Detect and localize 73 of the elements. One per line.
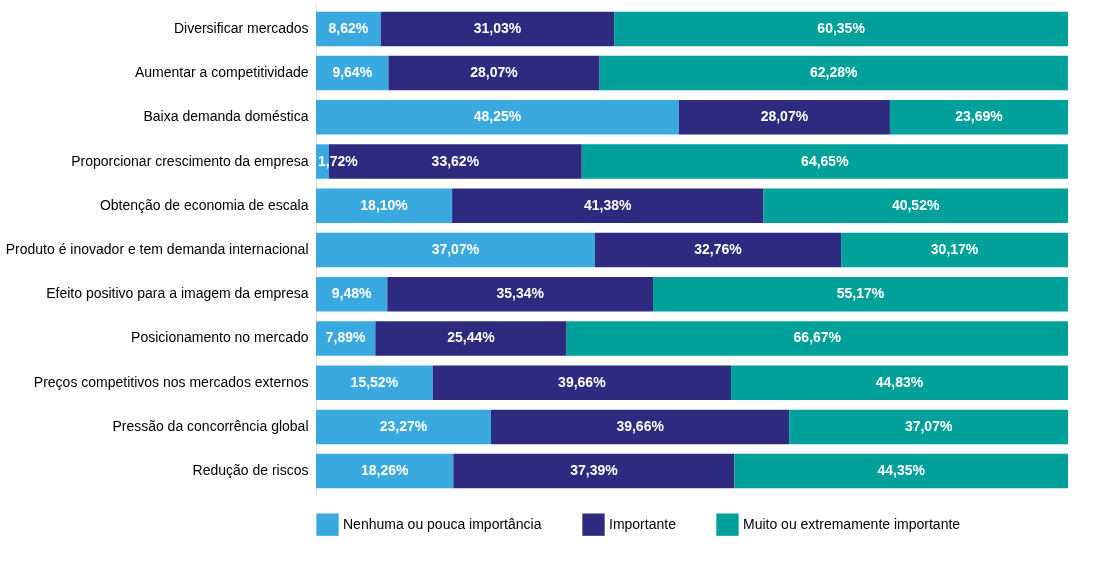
y-tick-label: Posicionamento no mercado <box>131 329 309 346</box>
data-label: 37,07% <box>904 417 953 434</box>
bar <box>490 409 790 445</box>
data-label: 33,62% <box>431 152 480 169</box>
legend-label: Importante <box>609 515 677 532</box>
bar <box>581 144 1068 179</box>
legend-label: Muito ou extremamente importante <box>743 515 961 532</box>
bar <box>432 365 731 400</box>
y-tick-label: Baixa demanda doméstica <box>143 108 309 125</box>
data-label: 30,17% <box>930 241 979 257</box>
bar <box>452 188 764 224</box>
bar <box>316 365 433 400</box>
bar <box>380 11 615 47</box>
data-label: 41,38% <box>583 196 632 213</box>
data-label: 23,27% <box>379 417 428 434</box>
bar <box>453 453 735 489</box>
bar <box>387 276 654 312</box>
bar <box>763 188 1068 224</box>
bar <box>730 365 1069 400</box>
bar <box>316 100 679 135</box>
data-label: 39,66% <box>558 373 607 390</box>
bar <box>316 409 491 445</box>
data-label: 9,64% <box>332 64 373 81</box>
y-tick-label: Aumentar a competitividade <box>134 64 309 81</box>
bar <box>653 276 1068 312</box>
data-label: 35,34% <box>496 285 545 302</box>
data-label: 8,62% <box>328 19 369 36</box>
bar <box>614 11 1068 47</box>
bar <box>594 232 842 268</box>
bar <box>388 55 600 91</box>
bar <box>678 100 890 135</box>
data-label: 44,35% <box>877 462 926 479</box>
bar <box>599 55 1068 91</box>
data-label: 18,26% <box>360 462 409 479</box>
data-label: 31,03% <box>473 19 522 36</box>
data-label: 28,07% <box>470 64 519 81</box>
y-tick-label: Diversificar mercados <box>173 19 309 36</box>
y-tick-label: Preços competitivos nos mercados externos <box>33 373 309 390</box>
data-label: 18,10% <box>360 196 409 213</box>
data-label: 44,83% <box>875 373 924 390</box>
bar <box>889 100 1069 135</box>
bar <box>734 453 1068 489</box>
y-tick-label: Redução de riscos <box>192 462 309 479</box>
y-tick-label: Proporcionar crescimento da empresa <box>71 152 309 169</box>
data-label: 48,25% <box>473 108 522 125</box>
data-label: 7,89% <box>325 329 367 346</box>
legend-label: Nenhuma ou pouca importância <box>343 515 542 532</box>
bar <box>566 321 1068 356</box>
data-label: 32,76% <box>694 241 743 257</box>
data-label: 62,28% <box>810 64 859 81</box>
data-label: 60,35% <box>817 19 866 36</box>
data-label: 9,48% <box>331 285 373 302</box>
data-label: 64,65% <box>801 152 850 169</box>
y-tick-label: Produto é inovador e tem demanda internacional <box>5 241 309 257</box>
data-label: 23,69% <box>955 108 1004 125</box>
data-label: 37,39% <box>570 462 619 479</box>
bar <box>841 232 1068 268</box>
y-tick-label: Efeito positivo para a imagem da empresa <box>46 285 309 302</box>
bar <box>316 453 454 489</box>
y-tick-label: Obtenção de economia de escala <box>99 196 309 213</box>
data-label: 66,67% <box>793 329 842 346</box>
bar <box>316 188 453 224</box>
data-label: 40,52% <box>891 196 940 213</box>
bar <box>789 409 1068 445</box>
data-label: 25,44% <box>447 329 496 346</box>
data-label: 55,17% <box>836 285 885 302</box>
data-label: 37,07% <box>431 241 480 257</box>
data-label: 28,07% <box>760 108 809 125</box>
data-label: 15,52% <box>350 373 399 390</box>
data-label: 39,66% <box>616 417 665 434</box>
y-tick-label: Pressão da concorrência global <box>112 417 309 434</box>
bar <box>375 321 567 356</box>
bar <box>316 232 595 268</box>
